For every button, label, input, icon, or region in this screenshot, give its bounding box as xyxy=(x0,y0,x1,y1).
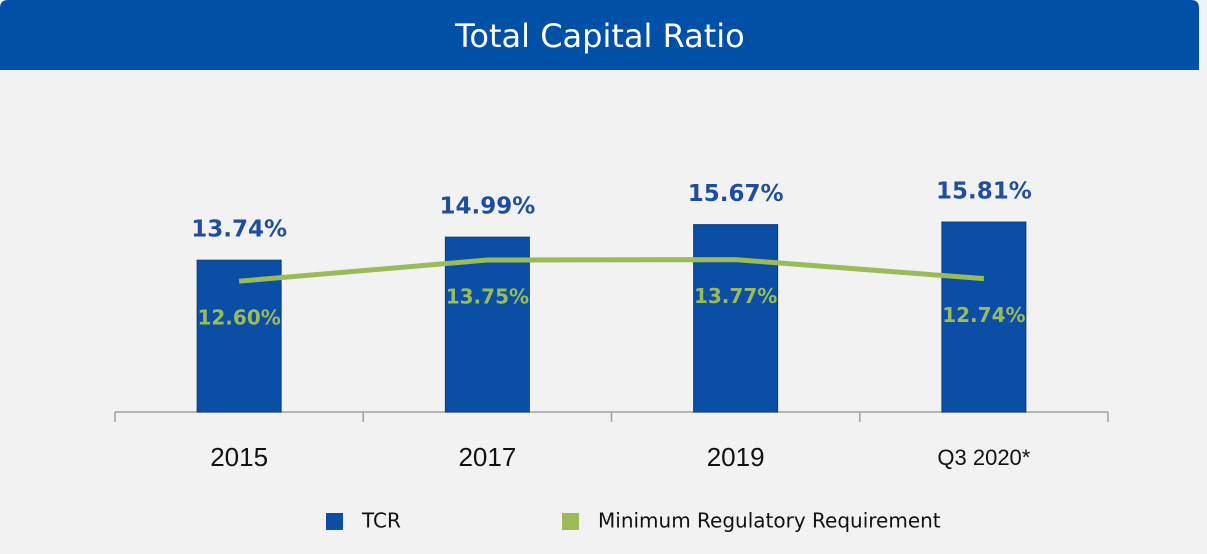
bar xyxy=(444,236,530,413)
x-tick-label: 2019 xyxy=(707,442,765,472)
header-bar xyxy=(0,0,1199,70)
chart-title: Total Capital Ratio xyxy=(454,17,744,55)
line-value-label: 13.75% xyxy=(446,285,529,309)
x-tick-label: 2015 xyxy=(210,442,268,472)
bar-value-label: 14.99% xyxy=(439,194,535,220)
line-value-label: 12.60% xyxy=(197,306,280,330)
bar-value-label: 15.81% xyxy=(936,179,1032,205)
bar xyxy=(941,221,1027,413)
legend-swatch xyxy=(562,513,579,530)
line-value-label: 13.77% xyxy=(694,284,777,308)
bar xyxy=(693,224,779,413)
bar xyxy=(196,259,282,413)
x-tick-label: Q3 2020* xyxy=(937,445,1030,470)
legend-swatch xyxy=(326,513,343,530)
line-value-label: 12.74% xyxy=(942,303,1025,327)
legend-label: Minimum Regulatory Requirement xyxy=(598,509,941,533)
line xyxy=(238,257,985,284)
legend-label: TCR xyxy=(361,509,401,533)
bar-value-label: 15.67% xyxy=(688,181,784,207)
x-tick-label: 2017 xyxy=(458,442,516,472)
bar-value-label: 13.74% xyxy=(191,217,287,243)
